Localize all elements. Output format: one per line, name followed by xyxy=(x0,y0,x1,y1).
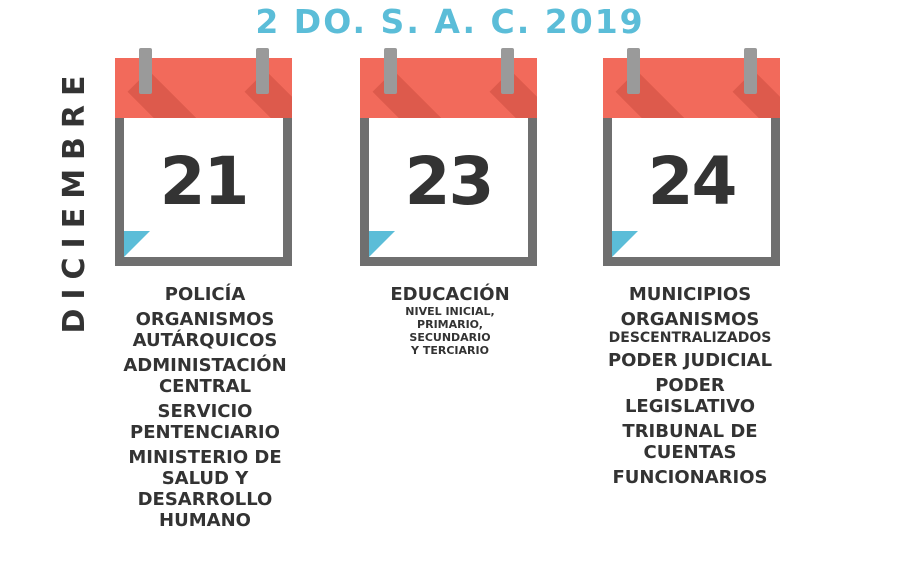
calendar-ring xyxy=(742,48,759,96)
page-fold xyxy=(612,231,638,257)
item-line: CENTRAL xyxy=(158,376,252,397)
item-line: PODER xyxy=(655,375,725,396)
list-item: ORGANISMOS DESCENTRALIZADOS xyxy=(570,309,810,346)
list-item: MINISTERIO DE SALUD Y DESARROLLO HUMANO xyxy=(85,447,325,531)
organism-list: EDUCACIÓN NIVEL INICIAL, PRIMARIO, SECUNDAR… xyxy=(330,284,570,361)
list-item: PODER JUDICIAL xyxy=(570,350,810,371)
item-line: TRIBUNAL DE xyxy=(622,421,758,442)
item-line: ORGANISMOS xyxy=(620,309,760,330)
item-line: PENTENCIARIO xyxy=(130,422,280,443)
item-line: FUNCIONARIOS xyxy=(612,467,768,488)
list-item: ADMINISTACIÓN CENTRAL xyxy=(85,355,325,397)
page-fold xyxy=(124,231,150,257)
item-line: HUMANO xyxy=(159,510,251,531)
calendar-day: 24 xyxy=(647,143,738,220)
calendar-ring xyxy=(137,48,154,96)
calendar-ring xyxy=(254,48,271,96)
list-item: EDUCACIÓN NIVEL INICIAL, PRIMARIO, SECUNDAR… xyxy=(330,284,570,357)
calendar-page: 23 xyxy=(369,118,528,257)
item-subline: Y TERCIARIO xyxy=(411,344,489,357)
organism-list: MUNICIPIOS ORGANISMOS DESCENTRALIZADOS PODE… xyxy=(570,284,810,492)
calendar-frame: 21 xyxy=(115,118,292,266)
item-line: EDUCACIÓN xyxy=(390,284,510,305)
list-item: POLICÍA xyxy=(85,284,325,305)
calendar-day: 21 xyxy=(159,143,250,220)
item-line: ADMINISTACIÓN xyxy=(123,355,287,376)
item-line: DESARROLLO xyxy=(137,489,273,510)
calendar-page: 21 xyxy=(124,118,283,257)
list-item: PODER LEGISLATIVO xyxy=(570,375,810,417)
item-subline: PRIMARIO, xyxy=(417,318,483,331)
calendar-page: 24 xyxy=(612,118,771,257)
calendar-icon: 23 xyxy=(360,48,537,266)
item-subline: DESCENTRALIZADOS xyxy=(608,330,772,346)
calendar-icon: 21 xyxy=(115,48,292,266)
list-item: TRIBUNAL DE CUENTAS xyxy=(570,421,810,463)
item-line: POLICÍA xyxy=(164,284,246,305)
item-line: CUENTAS xyxy=(643,442,737,463)
list-item: ORGANISMOS AUTÁRQUICOS xyxy=(85,309,325,351)
item-line: MUNICIPIOS xyxy=(628,284,752,305)
calendar-ring xyxy=(382,48,399,96)
calendar-frame: 24 xyxy=(603,118,780,266)
item-line: ORGANISMOS xyxy=(135,309,275,330)
calendar-ring xyxy=(499,48,516,96)
item-subline: NIVEL INICIAL, xyxy=(405,305,495,318)
list-item: FUNCIONARIOS xyxy=(570,467,810,488)
item-line: LEGISLATIVO xyxy=(624,396,756,417)
calendar-frame: 23 xyxy=(360,118,537,266)
calendar-ring xyxy=(625,48,642,96)
page-title: 2 DO. S. A. C. 2019 xyxy=(255,2,645,41)
item-line: AUTÁRQUICOS xyxy=(132,330,278,351)
item-subline: SECUNDARIO xyxy=(409,331,491,344)
item-line: MINISTERIO DE xyxy=(128,447,282,468)
list-item: SERVICIO PENTENCIARIO xyxy=(85,401,325,443)
calendar-icon: 24 xyxy=(603,48,780,266)
item-line: PODER JUDICIAL xyxy=(607,350,773,371)
item-line: SALUD Y xyxy=(161,468,249,489)
page-fold xyxy=(369,231,395,257)
list-item: MUNICIPIOS xyxy=(570,284,810,305)
item-line: SERVICIO xyxy=(157,401,253,422)
calendar-day: 23 xyxy=(404,143,495,220)
organism-list: POLICÍA ORGANISMOS AUTÁRQUICOS ADMINISTACIÓ… xyxy=(85,284,325,535)
